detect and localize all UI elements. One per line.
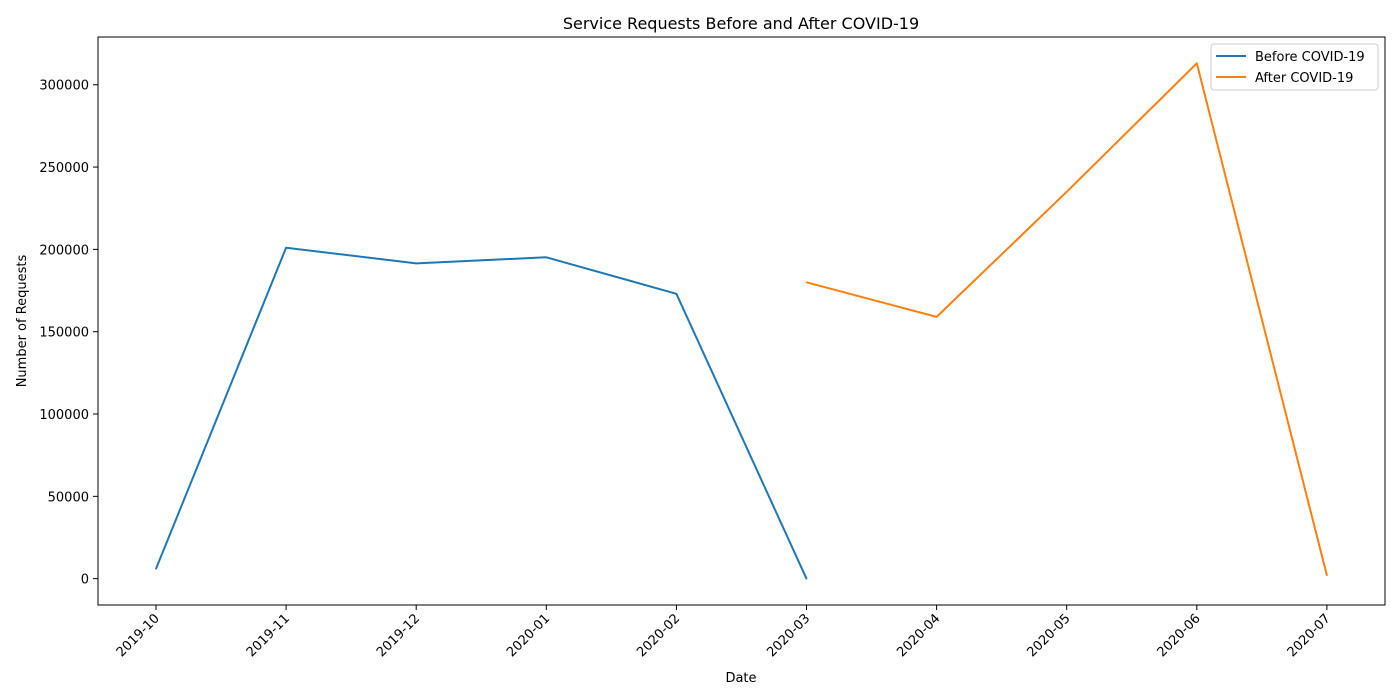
data-point [1065, 191, 1068, 193]
data-point [545, 256, 548, 259]
y-tick-label: 200000 [39, 243, 89, 258]
data-point [1196, 62, 1198, 65]
legend-label-before: Before COVID-19 [1255, 50, 1365, 65]
x-tick-label: 2020-06 [1155, 611, 1204, 660]
x-tick-label: 2020-02 [634, 611, 683, 660]
legend: Before COVID-19 After COVID-19 [1210, 43, 1379, 91]
data-point [675, 293, 678, 295]
x-tick-label: 2019-10 [114, 611, 163, 660]
x-axis: 2019-10 2019-11 2019-12 2020-01 2020-02 2020-… [114, 605, 1334, 660]
y-tick-label: 100000 [39, 408, 89, 423]
plot-frame [97, 36, 1386, 606]
y-tick-label: 250000 [39, 161, 89, 176]
y-axis: 0 50000 100000 150000 200000 250000 300000 [39, 79, 98, 588]
data-point [415, 262, 418, 265]
legend-label-after: After COVID-19 [1255, 71, 1353, 86]
legend-box [1210, 43, 1379, 91]
x-tick-label: 2020-03 [764, 611, 813, 660]
x-tick-label: 2019-11 [244, 611, 293, 660]
data-point [805, 577, 808, 580]
data-point [285, 246, 287, 249]
x-tick-label: 2020-04 [894, 611, 943, 660]
x-tick-label: 2020-05 [1025, 611, 1074, 660]
series-line-before-covid [155, 246, 808, 580]
y-axis-label: Number of Requests [15, 254, 30, 387]
data-point [155, 568, 157, 570]
x-axis-label: Date [725, 671, 756, 686]
y-tick-label: 150000 [39, 326, 89, 341]
plot-area [155, 62, 1328, 580]
data-point [935, 316, 938, 318]
data-point [1326, 574, 1328, 577]
x-tick-label: 2020-07 [1285, 611, 1334, 660]
series-line-after-covid [806, 62, 1328, 576]
x-tick-label: 2020-01 [504, 611, 553, 660]
y-tick-label: 0 [81, 573, 89, 588]
chart-title: Service Requests Before and After COVID-… [563, 14, 919, 33]
data-point [805, 281, 808, 284]
y-tick-label: 300000 [39, 79, 89, 94]
x-tick-label: 2019-12 [374, 611, 423, 660]
y-tick-label: 50000 [48, 490, 89, 505]
